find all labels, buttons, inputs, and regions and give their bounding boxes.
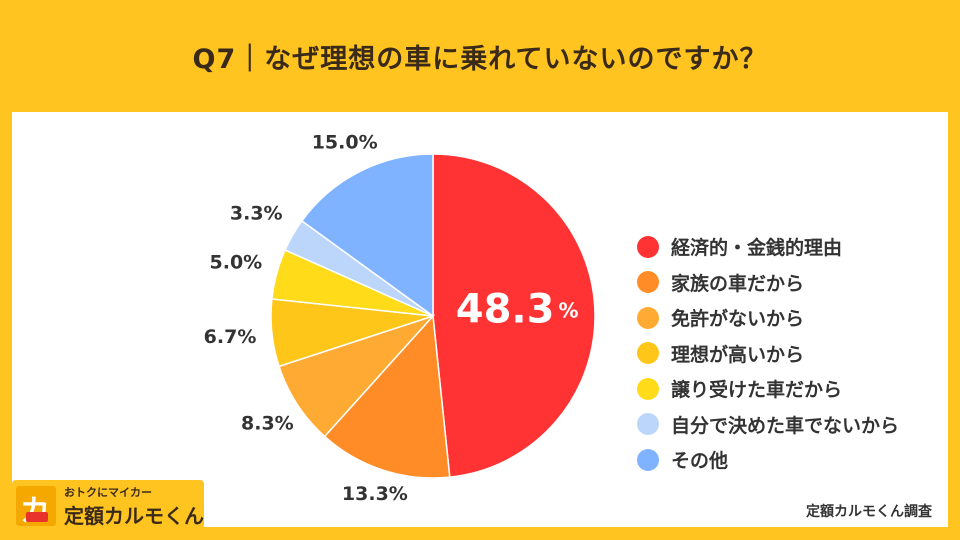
pie-slice	[432, 153, 596, 478]
slice-value-label: 6.7%	[204, 326, 257, 348]
logo-name: 定額カルモくん	[64, 504, 204, 528]
legend-label: 譲り受けた車だから	[671, 379, 843, 402]
legend-item: 経済的・金銭的理由	[637, 229, 899, 265]
slice-value-label: 3.3%	[230, 202, 283, 224]
pie-chart: 48.3 % 13.3% 8.3% 6.7% 5.0% 3.3% 15.0%	[204, 131, 596, 505]
brand-logo: カ おトクにマイカー 定額カルモくん	[12, 480, 204, 530]
legend-label: 経済的・金銭的理由	[671, 237, 843, 260]
source-note: 定額カルモくん調査	[806, 504, 932, 520]
slice-value-label: 15.0%	[312, 131, 378, 153]
slice-value-label: 48.3%	[456, 287, 579, 333]
logo-mark: カ	[16, 486, 56, 529]
legend-item: 自分で決めた車でないから	[637, 407, 899, 443]
legend-swatch	[637, 413, 659, 436]
legend-item: その他	[637, 442, 899, 478]
legend: 経済的・金銭的理由 家族の車だから 免許がないから 理想が高いから譲り受けた車だから自…	[637, 229, 899, 478]
legend-item: 譲り受けた車だから	[637, 371, 899, 407]
pie-slice	[323, 314, 451, 479]
slice-value-label: 13.3%	[342, 483, 408, 505]
legend-label: 理想が高いから	[671, 343, 805, 366]
legend-label: 自分で決めた車でないから	[671, 414, 900, 437]
car-icon	[26, 512, 48, 522]
logo-tagline: おトクにマイカー	[64, 486, 152, 499]
legend-item: 家族の車だから	[637, 265, 899, 301]
legend-swatch	[637, 271, 659, 294]
legend-swatch	[637, 377, 659, 400]
legend-swatch	[637, 448, 659, 471]
legend-item: 免許がないから	[637, 300, 899, 336]
legend-swatch	[637, 306, 659, 329]
slice-value-label: 5.0%	[210, 252, 263, 274]
legend-label: 免許がないから	[671, 308, 805, 331]
chart-panel: 48.3% 13.3% 8.3% 6.7% 5.0% 3.3% 15.0% 経済的・金銭的理…	[12, 112, 948, 527]
legend-swatch	[637, 342, 659, 365]
pie-slice	[300, 153, 434, 318]
legend-label: その他	[671, 450, 729, 473]
legend-item: 理想が高いから	[637, 336, 899, 372]
title-bar: Q7｜なぜ理想の車に乗れていないのですか？	[0, 0, 960, 112]
legend-swatch	[637, 235, 659, 258]
logo-glyph: カ	[20, 486, 50, 530]
legend-label: 家族の車だから	[671, 272, 805, 295]
chart-title: Q7｜なぜ理想の車に乗れていないのですか？	[192, 43, 768, 75]
slice-value-label: 8.3%	[241, 412, 294, 434]
